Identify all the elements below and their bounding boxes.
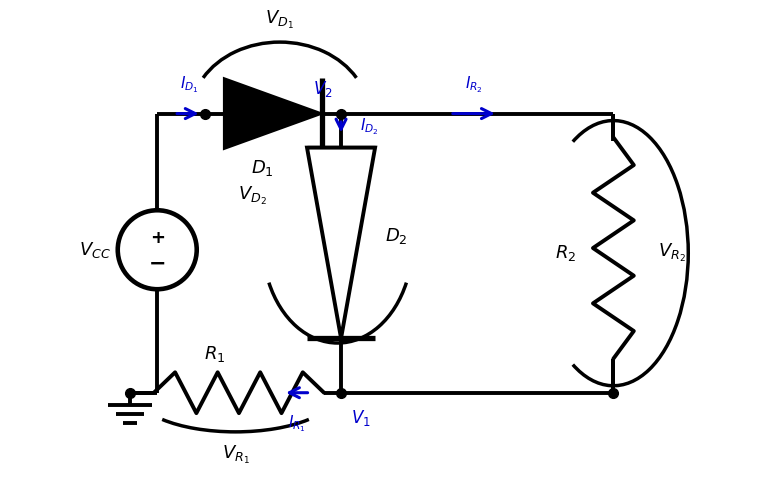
Text: $I_{D_1}$: $I_{D_1}$ [180, 74, 198, 94]
Text: $I_{D_2}$: $I_{D_2}$ [360, 117, 378, 137]
Text: $V_{R_2}$: $V_{R_2}$ [658, 242, 685, 264]
Text: $V_{R_1}$: $V_{R_1}$ [222, 444, 250, 466]
Text: $V_{D_2}$: $V_{D_2}$ [238, 185, 267, 207]
Text: $V_{CC}$: $V_{CC}$ [79, 240, 111, 260]
Text: −: − [148, 253, 166, 273]
Text: $D_2$: $D_2$ [385, 226, 408, 246]
Text: $V_{D_1}$: $V_{D_1}$ [266, 8, 294, 30]
Text: $I_{R_2}$: $I_{R_2}$ [465, 74, 483, 94]
Text: $R_1$: $R_1$ [204, 344, 226, 364]
Text: $I_{R_1}$: $I_{R_1}$ [288, 413, 306, 434]
Text: $D_1$: $D_1$ [251, 158, 274, 178]
Polygon shape [307, 148, 375, 338]
Text: $R_2$: $R_2$ [555, 243, 576, 263]
Text: +: + [150, 229, 165, 247]
Text: $V_2$: $V_2$ [313, 78, 333, 99]
Polygon shape [224, 78, 322, 149]
Text: $V_1$: $V_1$ [351, 408, 371, 428]
